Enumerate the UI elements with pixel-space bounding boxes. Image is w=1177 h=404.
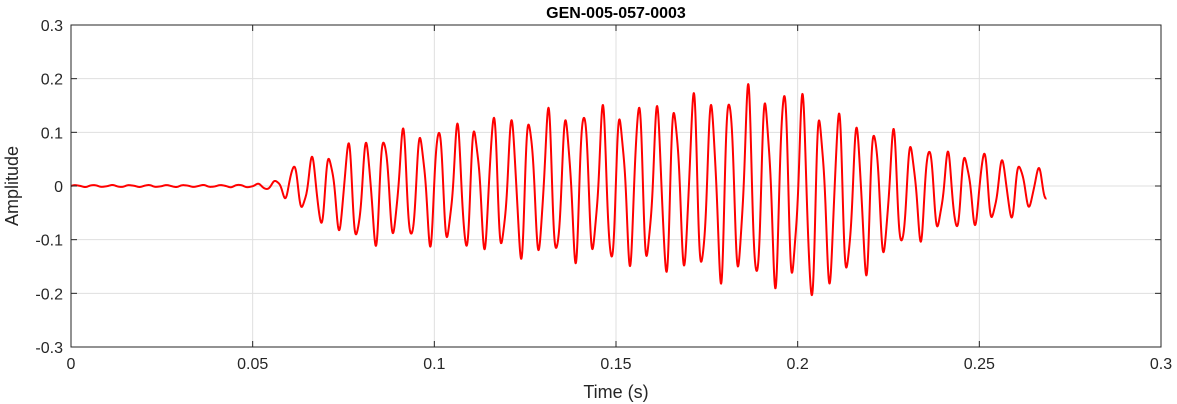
y-axis: -0.3 -0.2 -0.1 0 0.1 0.2 0.3 bbox=[35, 18, 1161, 357]
x-tick-label: 0.05 bbox=[237, 356, 268, 373]
x-tick-label: 0 bbox=[67, 356, 76, 373]
x-tick-label: 0.3 bbox=[1150, 356, 1172, 373]
x-tick-label: 0.1 bbox=[423, 356, 445, 373]
x-axis-label: Time (s) bbox=[583, 382, 648, 402]
series-line bbox=[70, 83, 1048, 297]
y-axis-label: Amplitude bbox=[2, 146, 22, 226]
series-layer bbox=[70, 83, 1048, 297]
y-tick-label: 0.1 bbox=[41, 125, 63, 142]
y-tick-label: -0.3 bbox=[35, 340, 63, 357]
x-tick-label: 0.2 bbox=[787, 356, 809, 373]
y-tick-label: -0.1 bbox=[35, 233, 63, 250]
y-tick-label: 0 bbox=[54, 179, 63, 196]
x-tick-label: 0.25 bbox=[964, 356, 995, 373]
y-tick-label: -0.2 bbox=[35, 286, 63, 303]
y-tick-label: 0.2 bbox=[41, 72, 63, 89]
x-axis: 0 0.05 0.1 0.15 0.2 0.25 0.3 bbox=[67, 25, 1172, 373]
chart-title: GEN-005-057-0003 bbox=[546, 5, 686, 22]
x-tick-label: 0.15 bbox=[600, 356, 631, 373]
y-tick-label: 0.3 bbox=[41, 18, 63, 35]
